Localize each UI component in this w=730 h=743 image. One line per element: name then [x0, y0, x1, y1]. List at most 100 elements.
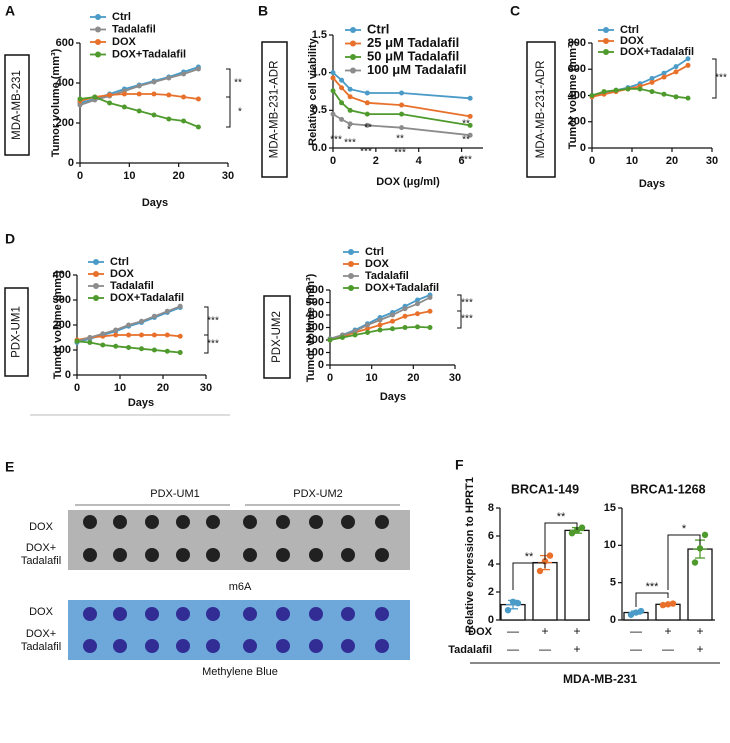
legend-marker	[603, 49, 609, 55]
x-tick-label: 2	[373, 155, 379, 167]
data-point	[181, 94, 187, 100]
blot-dot	[243, 548, 257, 562]
blot-dot	[113, 515, 127, 529]
data-point	[364, 122, 370, 128]
data-point	[113, 343, 119, 349]
blot-dot	[145, 639, 159, 653]
data-point	[364, 90, 370, 96]
data-point	[365, 326, 370, 332]
significance-bracket	[457, 310, 462, 329]
data-point	[377, 322, 383, 328]
panel-letter: D	[5, 231, 15, 247]
group-label: PDX-UM2	[293, 488, 343, 500]
data-point	[352, 332, 358, 338]
y-tick-label: 200	[56, 117, 74, 129]
blot-dot	[145, 515, 159, 529]
significance: *	[682, 523, 687, 535]
legend-marker	[95, 26, 101, 33]
blot-dot	[375, 548, 389, 562]
data-point	[339, 77, 345, 83]
blot-dot	[341, 548, 355, 562]
significance: ***	[207, 339, 219, 350]
data-point	[164, 308, 170, 314]
y-tick-label: 0	[580, 142, 586, 154]
y-axis-label: Tumor volume (mm³)	[50, 48, 62, 157]
blot-dot	[243, 515, 257, 529]
legend-label: DOX+Tadalafil	[112, 48, 186, 60]
significance: **	[396, 134, 404, 145]
data-point	[330, 88, 336, 94]
blot-dot	[309, 639, 323, 653]
blot-dot	[83, 515, 97, 529]
data-point	[177, 350, 183, 355]
blot-dot	[276, 639, 290, 653]
data-point	[181, 71, 187, 77]
data-point	[673, 94, 679, 100]
legend-marker	[348, 285, 354, 291]
y-tick-label: 600	[56, 37, 74, 49]
legend-label: Tadalafil	[110, 280, 154, 292]
legend-marker	[603, 38, 609, 44]
data-point	[427, 325, 433, 330]
x-tick-label: 20	[173, 170, 185, 182]
data-point	[100, 342, 106, 348]
y-tick-label: 100	[306, 346, 324, 358]
y-tick-label: 200	[53, 319, 71, 331]
significance: **	[525, 551, 534, 563]
data-point	[691, 559, 699, 566]
data-point	[649, 75, 655, 81]
data-point	[415, 297, 420, 303]
x-tick-label: 0	[330, 155, 336, 167]
y-tick-label: 0	[488, 614, 494, 626]
data-point	[673, 69, 679, 75]
y-tick-label: 600	[306, 284, 324, 296]
blot-dot	[113, 639, 127, 653]
treatment-sign: +	[664, 624, 671, 638]
legend-marker	[93, 259, 99, 265]
legend-marker	[93, 283, 99, 289]
blot-dot	[341, 639, 355, 653]
y-tick-label: 200	[306, 334, 324, 346]
data-point	[427, 295, 433, 300]
data-point	[139, 318, 144, 324]
chart-title: BRCA1-1268	[630, 482, 705, 496]
data-point	[136, 91, 142, 97]
bar	[532, 561, 558, 621]
row-label: DOX	[468, 626, 493, 638]
data-point	[166, 116, 172, 122]
data-point	[164, 332, 170, 338]
y-tick-label: 1.0	[312, 67, 327, 79]
significance-bracket	[667, 534, 701, 590]
data-point	[601, 89, 607, 95]
y-tick-label: 400	[56, 77, 74, 89]
y-tick-label: 6	[488, 530, 494, 542]
legend-marker	[95, 14, 101, 20]
legend-marker	[350, 67, 356, 74]
y-tick-label: 0	[610, 614, 616, 626]
y-tick-label: 2	[488, 586, 494, 598]
data-point	[151, 91, 157, 97]
data-point	[467, 132, 473, 138]
x-tick-label: 10	[114, 382, 126, 394]
blot-dot	[206, 607, 220, 621]
y-axis-label: Tumor volume (mm³)	[567, 40, 579, 149]
legend-label: DOX	[365, 258, 390, 270]
data-point	[578, 524, 586, 531]
panel-letter: F	[455, 457, 464, 473]
panel-letter: B	[258, 3, 268, 19]
blot-dot	[83, 639, 97, 653]
treatment-sign: —	[507, 642, 519, 656]
blot-caption: Methylene Blue	[202, 666, 278, 678]
significance: **	[557, 511, 566, 523]
data-point	[467, 113, 473, 119]
legend-marker	[93, 271, 99, 277]
data-point	[390, 312, 395, 318]
data-point	[347, 107, 353, 113]
treatment-sign: +	[573, 624, 580, 638]
data-point	[136, 108, 142, 114]
significance-bracket	[512, 562, 546, 590]
data-point	[402, 306, 408, 312]
significance: ***	[360, 147, 372, 158]
y-tick-label: 200	[568, 116, 586, 128]
chart-title: BRCA1-149	[511, 482, 579, 496]
